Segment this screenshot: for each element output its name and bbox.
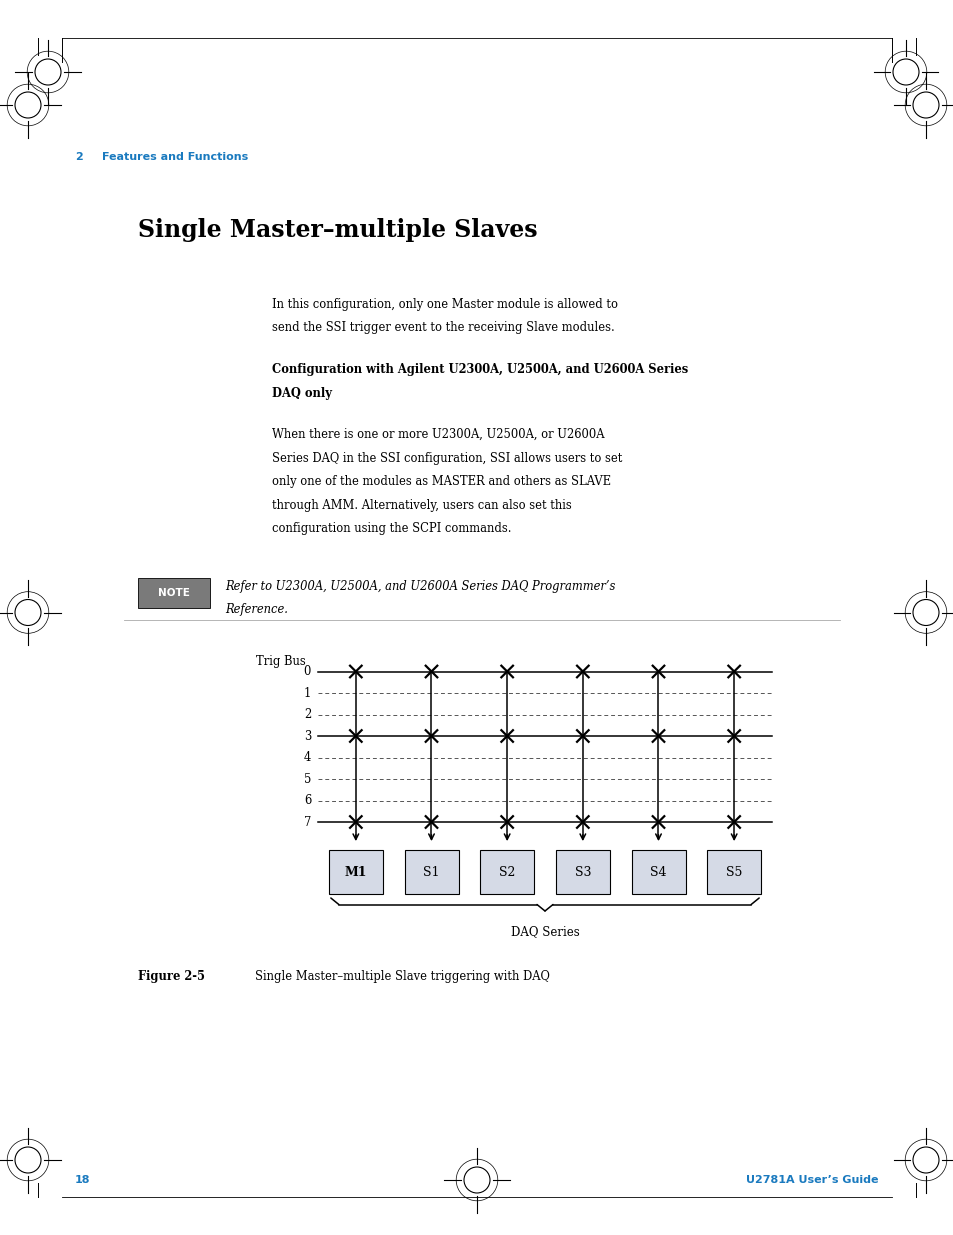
Text: Single Master–multiple Slaves: Single Master–multiple Slaves (138, 219, 537, 242)
Text: S3: S3 (574, 866, 591, 878)
Text: Single Master–multiple Slave triggering with DAQ: Single Master–multiple Slave triggering … (254, 969, 549, 983)
Text: through AMM. Alternatively, users can also set this: through AMM. Alternatively, users can al… (272, 499, 571, 511)
FancyBboxPatch shape (329, 850, 382, 894)
Text: 18: 18 (75, 1174, 91, 1186)
Text: When there is one or more U2300A, U2500A, or U2600A: When there is one or more U2300A, U2500A… (272, 429, 604, 441)
FancyBboxPatch shape (404, 850, 458, 894)
Text: S4: S4 (650, 866, 666, 878)
Text: 2: 2 (75, 152, 83, 162)
Text: 7: 7 (303, 815, 311, 829)
Text: 0: 0 (303, 664, 311, 678)
Text: Reference.: Reference. (225, 603, 288, 616)
Text: DAQ only: DAQ only (272, 387, 332, 399)
FancyBboxPatch shape (138, 578, 210, 608)
Text: 4: 4 (303, 751, 311, 764)
Text: S1: S1 (423, 866, 439, 878)
FancyBboxPatch shape (631, 850, 685, 894)
Text: configuration using the SCPI commands.: configuration using the SCPI commands. (272, 522, 511, 535)
Text: DAQ Series: DAQ Series (510, 925, 578, 939)
Text: Configuration with Agilent U2300A, U2500A, and U2600A Series: Configuration with Agilent U2300A, U2500… (272, 363, 687, 375)
Text: S5: S5 (725, 866, 741, 878)
Text: Series DAQ in the SSI configuration, SSI allows users to set: Series DAQ in the SSI configuration, SSI… (272, 452, 621, 464)
Text: In this configuration, only one Master module is allowed to: In this configuration, only one Master m… (272, 298, 618, 311)
FancyBboxPatch shape (706, 850, 760, 894)
Text: 6: 6 (303, 794, 311, 806)
Text: 3: 3 (303, 730, 311, 742)
Text: Refer to U2300A, U2500A, and U2600A Series DAQ Programmer’s: Refer to U2300A, U2500A, and U2600A Seri… (225, 579, 615, 593)
Text: send the SSI trigger event to the receiving Slave modules.: send the SSI trigger event to the receiv… (272, 321, 614, 335)
Text: M1: M1 (344, 866, 367, 878)
Text: Figure 2-5: Figure 2-5 (138, 969, 205, 983)
Text: 2: 2 (303, 708, 311, 721)
FancyBboxPatch shape (479, 850, 534, 894)
Text: only one of the modules as MASTER and others as SLAVE: only one of the modules as MASTER and ot… (272, 475, 610, 488)
Text: 5: 5 (303, 773, 311, 785)
Text: 1: 1 (303, 687, 311, 699)
Text: U2781A User’s Guide: U2781A User’s Guide (745, 1174, 878, 1186)
Text: Features and Functions: Features and Functions (102, 152, 248, 162)
Text: Trig Bus: Trig Bus (256, 655, 306, 667)
Text: S2: S2 (498, 866, 515, 878)
FancyBboxPatch shape (556, 850, 609, 894)
Text: NOTE: NOTE (158, 588, 190, 598)
